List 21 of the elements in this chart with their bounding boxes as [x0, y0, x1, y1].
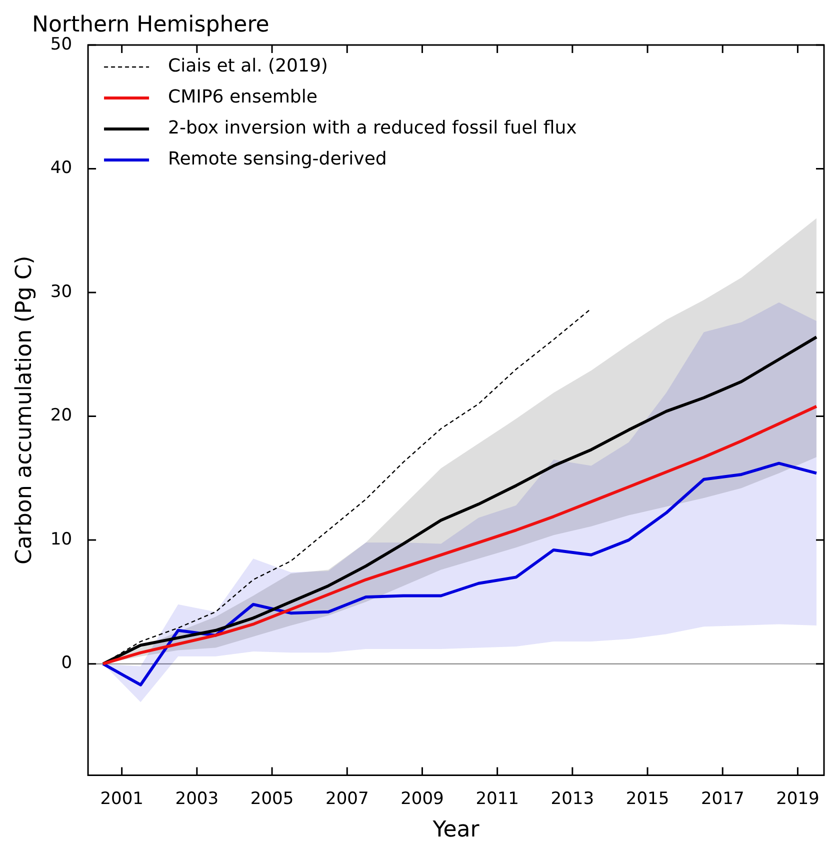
legend-label: CMIP6 ensemble [168, 86, 318, 108]
y-tick-label: 40 [50, 158, 72, 178]
x-tick-label: 2005 [250, 788, 294, 809]
legend-label: Ciais et al. (2019) [168, 56, 328, 77]
x-tick-label: 2007 [325, 788, 369, 809]
y-tick-label: 20 [50, 406, 72, 426]
y-axis-title: Carbon accumulation (Pg C) [12, 256, 37, 564]
x-tick-label: 2015 [626, 788, 670, 809]
x-tick-label: 2013 [550, 788, 594, 809]
x-tick-label: 2009 [400, 788, 444, 809]
x-axis-title: Year [432, 818, 480, 843]
y-tick-label: 30 [50, 282, 72, 302]
x-tick-label: 2019 [776, 788, 820, 809]
y-tick-label: 0 [61, 653, 72, 674]
x-tick-label: 2011 [476, 788, 519, 809]
x-tick-label: 2001 [100, 788, 144, 809]
legend-label: Remote sensing-derived [168, 148, 387, 170]
legend-label: 2-box inversion with a reduced fossil fuel flux [168, 118, 578, 139]
x-tick-label: 2003 [175, 788, 219, 809]
x-tick-label: 2017 [700, 788, 744, 809]
y-tick-label: 10 [50, 529, 72, 550]
